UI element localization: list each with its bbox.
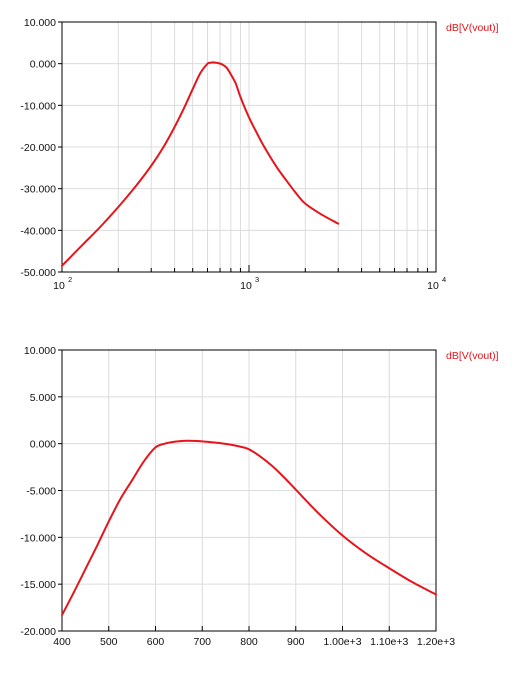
- x-tick-label: 1.20e+3: [417, 636, 455, 648]
- y-tick-label: 5.000: [30, 392, 56, 404]
- x-tick-label: 900: [287, 636, 305, 648]
- y-tick-label: -5.000: [26, 486, 56, 498]
- chart-2: 10.000 5.000 0.000 -5.000 -10.000 -15.000 -20.…: [20, 345, 498, 648]
- x-tick-label: 1.10e+3: [370, 636, 408, 648]
- series-line: [61, 61, 340, 267]
- x-tick-label: 10: [240, 280, 252, 292]
- series-line: [61, 439, 437, 617]
- y-tick-label: 0.000: [30, 439, 56, 451]
- y-tick-label: 0.000: [30, 59, 56, 71]
- legend-label: dB[V(vout)]: [446, 22, 499, 34]
- y-tick-label: -15.000: [20, 579, 56, 591]
- y-tick-label: 10.000: [24, 345, 56, 357]
- x-tick-exponent: 2: [68, 275, 72, 284]
- y-tick-label: -20.000: [20, 142, 56, 154]
- y-tick-label: -40.000: [20, 225, 56, 237]
- y-tick-label: 10.000: [24, 17, 56, 29]
- x-tick-label: 500: [100, 636, 118, 648]
- chart-1: 10.000 0.000 -10.000 -20.000 -30.000 -40.000 -…: [20, 17, 498, 292]
- x-tick-label: 400: [53, 636, 71, 648]
- y-tick-label: -30.000: [20, 184, 56, 196]
- y-tick-label: -10.000: [20, 100, 56, 112]
- x-tick-label: 10: [427, 280, 439, 292]
- y-tick-label: -10.000: [20, 532, 56, 544]
- x-tick-label: 1.00e+3: [323, 636, 361, 648]
- x-tick-label: 800: [240, 636, 258, 648]
- x-tick-label: 10: [53, 280, 65, 292]
- grid: [62, 22, 436, 272]
- y-tick-label: -50.000: [20, 267, 56, 279]
- x-tick-label: 600: [147, 636, 165, 648]
- x-tick-exponent: 3: [255, 275, 259, 284]
- grid: [62, 350, 436, 631]
- x-tick-label: 700: [193, 636, 211, 648]
- x-tick-exponent: 4: [442, 275, 446, 284]
- legend-label: dB[V(vout)]: [446, 350, 499, 362]
- y-tick-label: -20.000: [20, 626, 56, 638]
